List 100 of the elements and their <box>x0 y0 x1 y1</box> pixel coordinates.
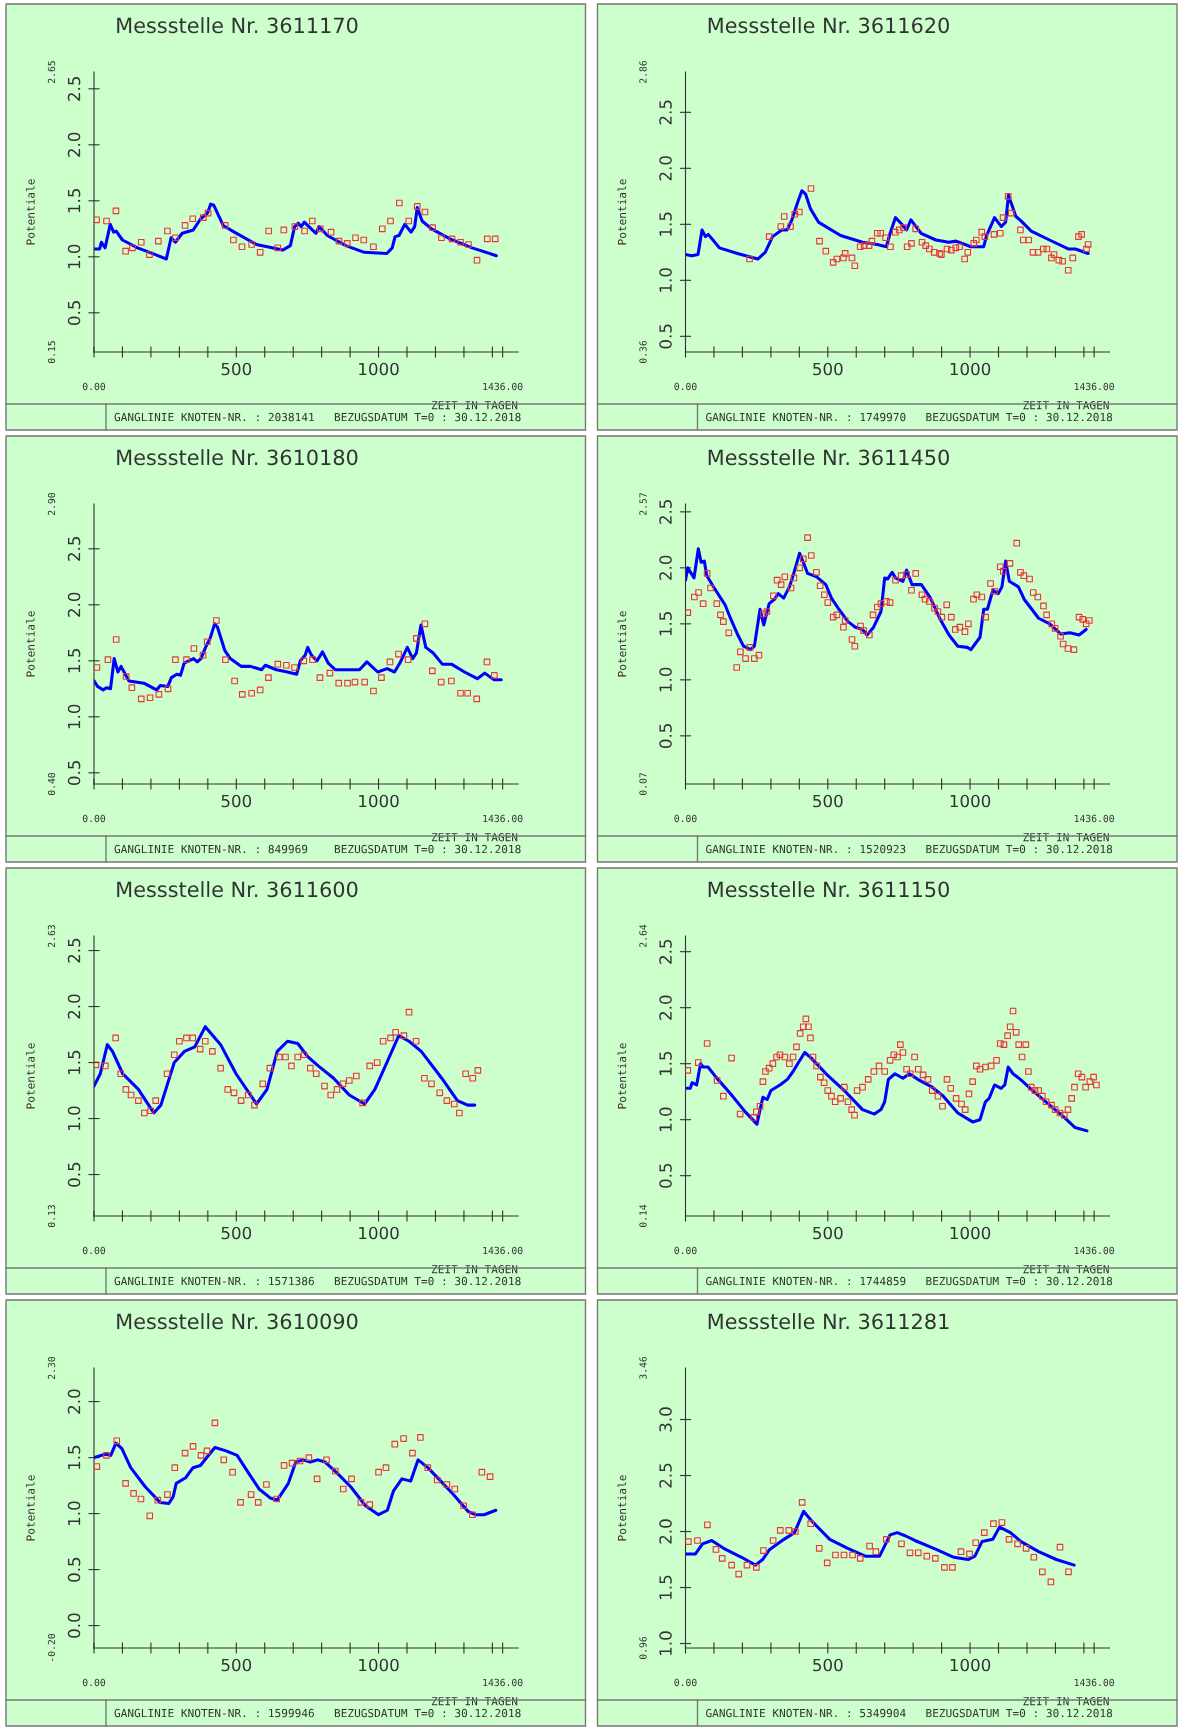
y-axis-title: Potentiale <box>617 611 627 677</box>
y-tick-label: 1.0 <box>67 244 81 269</box>
x-axis-title: ZEIT IN TAGEN <box>431 1697 518 1706</box>
x-axis-title: ZEIT IN TAGEN <box>1023 1697 1109 1706</box>
x-tick-label: 500 <box>813 1226 843 1240</box>
y-tick-label: 1.5 <box>67 1445 81 1470</box>
x-tick-label: 500 <box>221 1658 252 1672</box>
y-axis-title: Potentiale <box>617 1475 627 1541</box>
text: BEZUGSDATUM T=0 : 30.12.2018 <box>334 1708 521 1718</box>
y-tick-label: 2.5 <box>659 1463 672 1488</box>
text: 2.65 <box>47 61 56 83</box>
y-axis-title: Potentiale <box>617 1043 627 1109</box>
y-tick-label: 2.0 <box>659 1519 672 1544</box>
y-tick-label: 0.5 <box>659 324 672 349</box>
y-tick-label: 2.0 <box>659 555 672 580</box>
text: 0.00 <box>82 814 106 823</box>
y-tick-label: 0.0 <box>67 1613 81 1638</box>
y-tick-label: 2.0 <box>659 995 672 1020</box>
x-tick-label: 1000 <box>359 1226 399 1240</box>
text: 0.14 <box>639 1204 647 1228</box>
y-tick-label: 2.5 <box>67 77 81 101</box>
y-tick-label: 2.0 <box>659 156 672 181</box>
x-tick-label: 500 <box>813 794 843 808</box>
y-tick-label: 1.0 <box>659 268 672 292</box>
chart-title: Messstelle Nr. 3611150 <box>708 881 949 898</box>
y-tick-label: 1.5 <box>67 1050 81 1074</box>
y-tick-label: 1.5 <box>659 1051 672 1076</box>
text: GANGLINIE KNOTEN-NR. : 1520923 <box>706 844 906 854</box>
text: 2.30 <box>47 1356 56 1379</box>
y-tick-label: 1.5 <box>659 1575 672 1599</box>
text: 1436.00 <box>483 382 523 391</box>
text: 2.86 <box>639 60 647 83</box>
text: 0.00 <box>674 1678 697 1687</box>
text: BEZUGSDATUM T=0 : 30.12.2018 <box>334 844 521 854</box>
text: GANGLINIE KNOTEN-NR. : 849969 <box>114 844 308 854</box>
text: BEZUGSDATUM T=0 : 30.12.2018 <box>334 412 521 422</box>
y-tick-label: 2.0 <box>67 132 81 157</box>
y-tick-label: 0.5 <box>659 724 672 748</box>
text: BEZUGSDATUM T=0 : 30.12.2018 <box>926 844 1113 854</box>
y-axis-title: Potentiale <box>26 611 35 677</box>
y-tick-label: 1.0 <box>67 1106 81 1130</box>
x-tick-label: 500 <box>221 794 252 808</box>
x-tick-label: 1000 <box>950 1658 991 1672</box>
text: -0.20 <box>47 1634 56 1661</box>
text: 1436.00 <box>483 1246 523 1255</box>
text: 2.64 <box>639 924 647 947</box>
text: 1436.00 <box>483 814 523 823</box>
x-axis-title: ZEIT IN TAGEN <box>431 401 518 410</box>
y-tick-label: 0.5 <box>67 1162 81 1187</box>
x-axis-title: ZEIT IN TAGEN <box>1023 1265 1109 1274</box>
y-axis-title: Potentiale <box>26 1043 35 1109</box>
chart-title: Messstelle Nr. 3611620 <box>708 17 949 34</box>
y-tick-label: 2.5 <box>659 500 672 524</box>
y-tick-label: 0.5 <box>659 1163 672 1188</box>
x-tick-label: 1000 <box>950 794 991 808</box>
y-tick-label: 2.5 <box>67 938 81 963</box>
y-tick-label: 1.0 <box>659 1107 672 1132</box>
text: 0.00 <box>674 382 697 391</box>
text: 0.00 <box>82 1246 106 1255</box>
x-tick-label: 500 <box>221 1226 252 1240</box>
text: 2.57 <box>639 493 647 515</box>
y-tick-label: 2.0 <box>67 592 81 617</box>
y-axis-title: Potentiale <box>26 1475 35 1541</box>
x-tick-label: 500 <box>813 1658 843 1672</box>
x-tick-label: 1000 <box>950 362 991 376</box>
y-tick-label: 1.0 <box>67 704 81 729</box>
y-axis-title: Potentiale <box>617 179 627 245</box>
text: 0.00 <box>82 382 106 391</box>
x-axis-title: ZEIT IN TAGEN <box>1023 833 1109 842</box>
text: 0.07 <box>639 773 647 796</box>
y-tick-label: 2.0 <box>67 1389 81 1414</box>
chart-title: Messstelle Nr. 3610180 <box>117 449 358 466</box>
y-tick-label: 3.0 <box>659 1407 672 1432</box>
text: 0.40 <box>47 772 56 796</box>
chart-title: Messstelle Nr. 3611170 <box>117 17 358 34</box>
text: 1436.00 <box>1074 1678 1114 1687</box>
chart-title: Messstelle Nr. 3611281 <box>708 1313 949 1330</box>
y-tick-label: 1.5 <box>659 612 672 636</box>
y-tick-label: 0.5 <box>67 761 81 785</box>
text: 2.90 <box>47 492 56 515</box>
text: 0.15 <box>47 341 56 364</box>
text: 0.13 <box>47 1205 56 1228</box>
chart-title: Messstelle Nr. 3610090 <box>117 1313 358 1330</box>
text: 1436.00 <box>1074 382 1114 391</box>
y-tick-label: 1.5 <box>659 212 672 236</box>
text: 0.00 <box>82 1678 106 1687</box>
x-tick-label: 500 <box>221 362 252 376</box>
x-tick-label: 1000 <box>359 794 399 808</box>
text: 0.96 <box>639 1636 647 1660</box>
text: GANGLINIE KNOTEN-NR. : 1599946 <box>114 1708 314 1718</box>
y-tick-label: 1.0 <box>67 1501 81 1526</box>
x-axis-title: ZEIT IN TAGEN <box>431 1265 518 1274</box>
y-tick-label: 2.5 <box>659 100 672 125</box>
x-axis-title: ZEIT IN TAGEN <box>431 833 518 842</box>
x-tick-label: 1000 <box>950 1226 991 1240</box>
y-tick-label: 1.0 <box>659 667 672 692</box>
x-axis-title: ZEIT IN TAGEN <box>1023 401 1109 410</box>
y-tick-label: 1.5 <box>67 649 81 673</box>
y-tick-label: 2.5 <box>67 537 81 561</box>
x-tick-label: 1000 <box>359 1658 399 1672</box>
